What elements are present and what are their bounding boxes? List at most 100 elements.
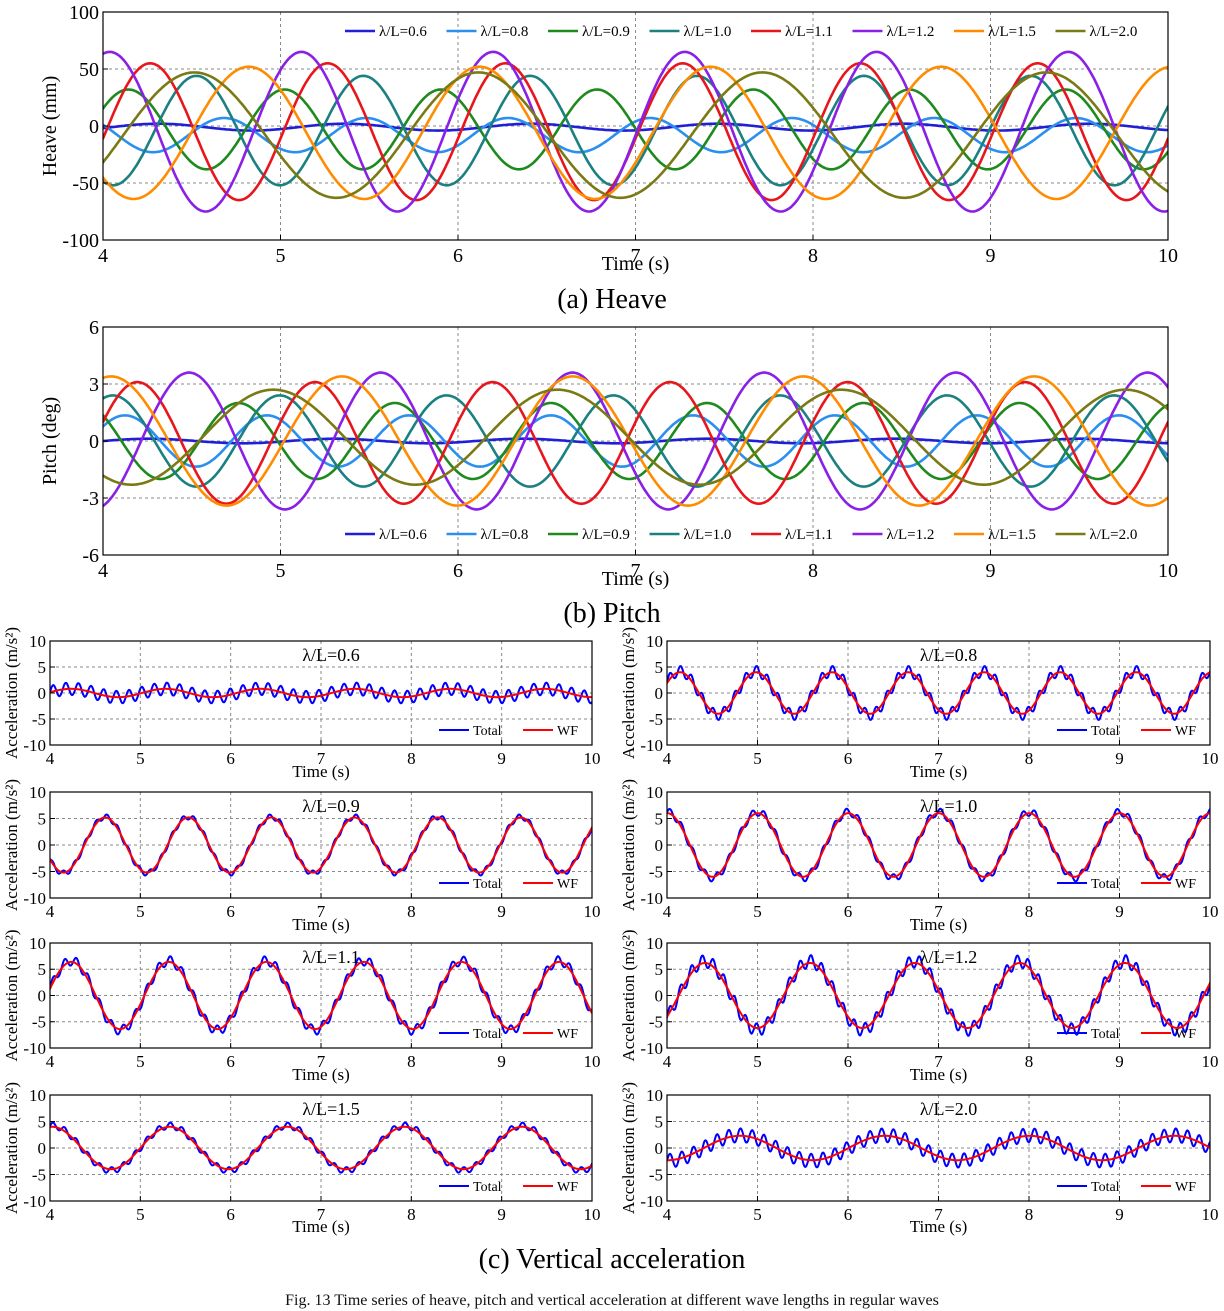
legend-label: λ/L=1.1 [785,24,833,40]
series-line-λ/L=1.0 [103,74,1168,187]
y-tick-label: 10 [646,783,663,802]
series-line-λ/L=1.0 [103,394,1168,488]
caption-pitch: (b) Pitch [563,598,660,629]
series-line-λ/L=1.1 [103,380,1168,506]
chart-acc-1.5: 4 5 6 7 8 9 10 -10 -5 0 5 10 Time (s) Acceleration (m… [2,1082,601,1236]
x-tick-label: 8 [808,560,818,582]
series-line-WF [50,687,592,699]
legend-label: λ/L=0.8 [481,24,529,40]
caption-vertical-acceleration: (c) Vertical acceleration [479,1244,746,1275]
y-tick-label: 0 [655,1139,664,1158]
series-group [50,1121,592,1174]
legend-label: WF [1175,877,1196,892]
x-tick-label: 4 [663,749,672,768]
x-axis-label: Time (s) [602,568,670,590]
y-tick-label: 3 [89,374,99,396]
legend-label: WF [557,877,578,892]
subplot-title: λ/L=0.9 [302,796,359,816]
legend-label: λ/L=1.2 [887,24,935,40]
x-tick-label: 7 [317,902,326,921]
y-axis-label: Acceleration (m/s²) [619,627,638,759]
subplot-title: λ/L=1.1 [302,947,359,967]
y-tick-label: -10 [23,1039,46,1058]
x-tick-label: 5 [136,749,145,768]
x-tick-label: 10 [584,1205,601,1224]
figure-bottom-caption: Fig. 13 Time series of heave, pitch and … [285,1292,939,1309]
x-tick-label: 7 [934,749,943,768]
series-line-Total [667,807,1210,883]
y-axis-label: Heave (mm) [39,76,61,177]
y-tick-label: -10 [640,889,663,908]
x-axis-label: Time (s) [292,762,349,781]
x-tick-label: 5 [753,749,762,768]
series-group [667,807,1210,883]
x-axis-label: Time (s) [910,1065,967,1084]
legend-label: Total [473,1180,502,1195]
subplot-title: λ/L=1.5 [302,1099,359,1119]
y-tick-label: 50 [79,59,99,81]
x-tick-label: 4 [46,1052,55,1071]
x-tick-label: 4 [46,1205,55,1224]
series-line-WF [667,1134,1210,1162]
y-tick-label: -5 [649,1013,663,1032]
x-tick-label: 6 [844,1052,853,1071]
x-tick-label: 9 [497,1205,506,1224]
y-axis-label: Acceleration (m/s²) [2,779,21,911]
y-tick-label: 10 [646,632,663,651]
x-tick-label: 10 [1202,902,1219,921]
y-tick-label: 5 [38,658,47,677]
caption-heave: (a) Heave [557,284,667,315]
y-tick-label: 6 [89,317,99,339]
x-tick-label: 10 [584,1052,601,1071]
y-tick-label: 10 [646,1086,663,1105]
y-tick-label: -3 [82,488,99,510]
x-tick-label: 4 [46,902,55,921]
legend-label: λ/L=2.0 [1090,24,1138,40]
x-tick-label: 7 [317,1052,326,1071]
x-tick-label: 9 [1115,749,1124,768]
legend-label: WF [557,1027,578,1042]
x-tick-label: 10 [1158,245,1178,267]
y-tick-label: 5 [38,809,47,828]
x-tick-label: 7 [934,1205,943,1224]
x-tick-label: 8 [1025,1205,1034,1224]
legend-label: λ/L=1.0 [684,24,732,40]
legend-label: WF [1175,1180,1196,1195]
x-tick-label: 8 [1025,902,1034,921]
y-tick-label: 5 [655,960,664,979]
x-axis-label: Time (s) [292,915,349,934]
x-axis-label: Time (s) [910,1217,967,1236]
x-tick-label: 10 [1202,749,1219,768]
x-tick-label: 9 [497,749,506,768]
y-tick-label: 0 [38,684,47,703]
legend-label: Total [1091,877,1120,892]
y-tick-label: 0 [655,836,664,855]
legend-label: λ/L=1.1 [785,527,833,543]
legend-label: λ/L=0.6 [379,527,427,543]
x-tick-label: 8 [407,1052,416,1071]
series-line-λ/L=1.2 [103,50,1168,213]
y-tick-label: -10 [640,736,663,755]
series-group [50,955,592,1036]
x-tick-label: 5 [753,1205,762,1224]
x-axis-label: Time (s) [910,762,967,781]
y-axis-label: Acceleration (m/s²) [2,1082,21,1214]
x-tick-label: 9 [497,902,506,921]
series-line-Total [667,1127,1210,1169]
y-axis-label: Acceleration (m/s²) [619,779,638,911]
y-axis-label: Acceleration (m/s²) [619,1082,638,1214]
y-tick-label: 0 [655,986,664,1005]
series-line-WF [50,1125,592,1171]
legend-label: Total [473,724,502,739]
x-tick-label: 5 [276,245,286,267]
x-tick-label: 8 [407,902,416,921]
y-tick-label: -5 [32,862,46,881]
x-tick-label: 9 [497,1052,506,1071]
y-tick-label: -100 [62,230,99,252]
series-group [103,50,1168,213]
legend-label: λ/L=1.5 [988,24,1036,40]
x-tick-label: 5 [276,560,286,582]
x-tick-label: 10 [1202,1052,1219,1071]
y-tick-label: 0 [38,1139,47,1158]
x-tick-label: 4 [46,749,55,768]
